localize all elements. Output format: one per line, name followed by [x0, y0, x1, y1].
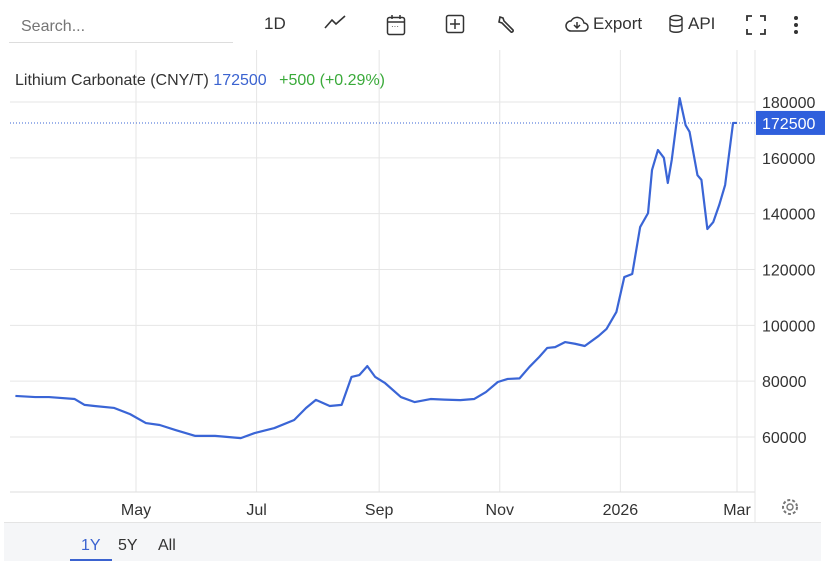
price-series-line — [15, 96, 738, 440]
price-chart[interactable]: 60000 80000 100000 120000 140000 160000 180000… — [0, 0, 825, 522]
x-tick-label: Mar — [723, 502, 751, 519]
legend-change: +500 (+0.29%) — [279, 72, 385, 89]
x-tick-label: Nov — [486, 502, 514, 519]
fullscreen-button[interactable] — [745, 14, 767, 36]
more-vertical-icon — [794, 16, 798, 34]
fullscreen-icon — [746, 15, 766, 35]
plus-box-icon — [445, 14, 465, 34]
legend-price: 172500 — [213, 72, 267, 89]
search-input[interactable] — [9, 14, 243, 40]
gear-icon[interactable] — [782, 499, 798, 515]
range-1y[interactable]: 1Y — [70, 537, 112, 561]
more-options-button[interactable] — [792, 14, 800, 36]
y-tick-label: 80000 — [762, 374, 807, 391]
calendar-button[interactable]: ··· — [386, 14, 406, 36]
y-tick-label: 60000 — [762, 430, 807, 447]
search-box[interactable] — [9, 14, 243, 43]
last-price-label-bg — [756, 110, 825, 135]
x-tick-label: May — [121, 502, 151, 519]
range-5y[interactable]: 5Y — [118, 537, 138, 554]
cloud-download-icon — [565, 16, 589, 32]
settings-tool-button[interactable] — [497, 14, 517, 34]
wrench-icon — [498, 15, 514, 33]
toolbar: 1D ··· Export API — [0, 0, 825, 50]
chart-legend: Lithium Carbonate (CNY/T) 172500 +500 (+… — [15, 72, 385, 90]
interval-button[interactable]: 1D — [264, 14, 286, 33]
x-tick-label: 2026 — [603, 502, 639, 519]
api-button[interactable]: API — [668, 14, 715, 34]
database-icon — [669, 14, 683, 33]
api-label: API — [688, 14, 716, 33]
export-button[interactable]: Export — [565, 14, 642, 34]
range-bar: 1Y 5Y All — [4, 522, 821, 561]
x-tick-label: Jul — [246, 502, 266, 519]
y-tick-label: 160000 — [762, 151, 815, 168]
y-tick-label: 120000 — [762, 263, 815, 280]
last-price-label: 172500 — [762, 116, 815, 133]
add-indicator-button[interactable] — [445, 14, 465, 34]
calendar-icon: ··· — [386, 15, 406, 36]
svg-text:···: ··· — [391, 22, 399, 31]
y-tick-label: 140000 — [762, 207, 815, 224]
y-tick-label: 180000 — [762, 95, 815, 112]
chart-type-button[interactable] — [323, 14, 347, 30]
y-tick-label: 100000 — [762, 318, 815, 335]
instrument-name: Lithium Carbonate (CNY/T) — [15, 72, 209, 89]
export-label: Export — [593, 14, 643, 33]
range-all[interactable]: All — [158, 537, 176, 554]
x-tick-label: Sep — [365, 502, 394, 519]
line-chart-icon — [324, 15, 346, 29]
